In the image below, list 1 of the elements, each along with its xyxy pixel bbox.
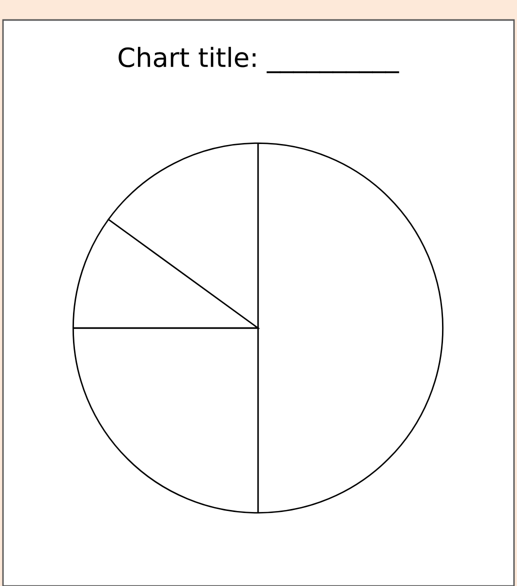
chart-title: Chart title: __________ <box>118 46 400 74</box>
